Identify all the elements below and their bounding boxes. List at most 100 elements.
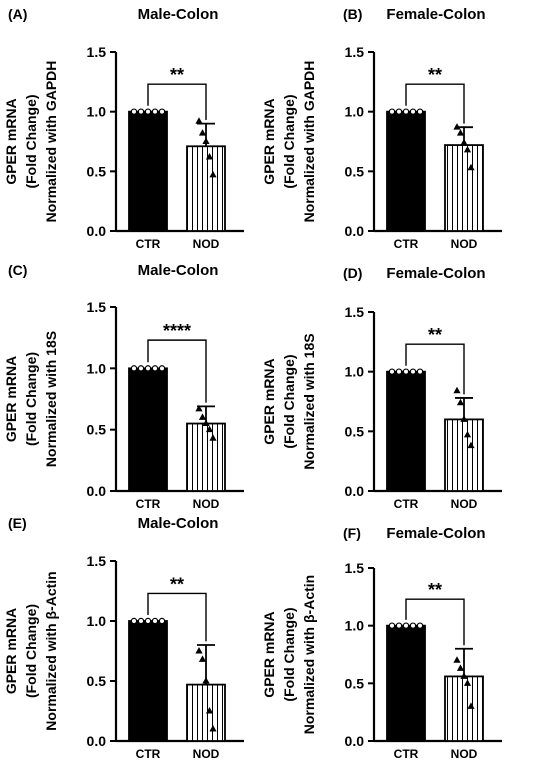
data-point bbox=[202, 137, 210, 144]
data-point bbox=[202, 419, 210, 427]
y-tick-label: 1.5 bbox=[87, 299, 107, 315]
data-point bbox=[137, 365, 145, 372]
y-axis-label: Normalized with GAPDH bbox=[43, 61, 59, 223]
data-point bbox=[205, 707, 214, 714]
data-point bbox=[460, 138, 468, 146]
data-point bbox=[463, 145, 472, 153]
data-point bbox=[151, 617, 159, 625]
significance-label: ** bbox=[170, 65, 184, 85]
chart-title: Male-Colon bbox=[138, 262, 219, 279]
data-point bbox=[198, 413, 207, 420]
data-point bbox=[453, 656, 461, 663]
panel-label: (D) bbox=[343, 265, 362, 281]
y-tick-label: 1.0 bbox=[345, 618, 365, 634]
panel-f: (F) Female-Colon GPER mRNA (Fold Change) Nor… bbox=[261, 525, 502, 761]
significance-bracket bbox=[147, 592, 207, 642]
y-axis-label: Normalized with 18S bbox=[301, 333, 317, 469]
data-point bbox=[205, 153, 214, 160]
y-axis-label: Normalized with GAPDH bbox=[301, 61, 317, 223]
bar-nod bbox=[444, 144, 484, 232]
significance-bracket bbox=[147, 339, 207, 403]
panel-label: (A) bbox=[8, 6, 27, 22]
y-axis-label: Normalized with 18S bbox=[43, 331, 59, 467]
data-point bbox=[130, 365, 138, 372]
data-point bbox=[416, 368, 424, 375]
data-point bbox=[388, 108, 396, 115]
panel-label: (E) bbox=[8, 515, 27, 531]
x-tick-label: NOD bbox=[451, 747, 478, 761]
data-point bbox=[416, 622, 424, 629]
panel-c: (C) Male-Colon GPER mRNA (Fold Change) Norma… bbox=[3, 262, 244, 511]
y-tick-label: 0.5 bbox=[87, 673, 107, 689]
y-tick-label: 1.0 bbox=[345, 364, 365, 380]
y-tick-label: 1.0 bbox=[87, 613, 107, 629]
data-point bbox=[158, 617, 166, 625]
data-point bbox=[144, 617, 152, 625]
y-axis-label: GPER mRNA bbox=[3, 356, 19, 442]
data-point bbox=[467, 441, 475, 449]
bar-ctr bbox=[128, 110, 168, 232]
y-axis-label: (Fold Change) bbox=[281, 354, 297, 448]
y-axis-label: Normalized with β-Actin bbox=[43, 571, 59, 730]
y-axis-label: GPER mRNA bbox=[3, 608, 19, 694]
panel-e: (E) Male-Colon GPER mRNA (Fold Change) Norma… bbox=[3, 515, 244, 761]
bar-nod bbox=[186, 422, 226, 492]
y-tick-label: 1.5 bbox=[87, 553, 107, 569]
y-tick-label: 0.0 bbox=[87, 223, 107, 239]
data-point bbox=[195, 117, 203, 124]
significance-bracket bbox=[405, 343, 465, 395]
data-point bbox=[402, 108, 410, 115]
x-tick-label: NOD bbox=[193, 497, 220, 511]
panel-b: (B) Female-Colon GPER mRNA (Fold Change) Nor… bbox=[261, 6, 502, 251]
data-point bbox=[456, 398, 465, 406]
data-point bbox=[453, 386, 461, 394]
x-tick-label: NOD bbox=[193, 747, 220, 761]
y-axis-label: GPER mRNA bbox=[261, 98, 277, 184]
y-tick-label: 0.5 bbox=[87, 422, 107, 438]
data-point bbox=[195, 647, 203, 654]
data-point bbox=[388, 368, 396, 375]
y-axis-label: (Fold Change) bbox=[281, 607, 297, 701]
data-point bbox=[456, 129, 465, 136]
data-point bbox=[467, 702, 475, 709]
x-tick-label: CTR bbox=[394, 237, 419, 251]
data-point bbox=[144, 108, 152, 115]
y-axis-label: Normalized with β-Actin bbox=[301, 575, 317, 734]
data-point bbox=[209, 170, 217, 178]
data-point bbox=[395, 108, 403, 115]
y-tick-label: 0.5 bbox=[345, 423, 365, 439]
data-point bbox=[205, 425, 214, 433]
chart-title: Male-Colon bbox=[138, 515, 219, 532]
data-point bbox=[416, 108, 424, 115]
panel-label: (B) bbox=[343, 6, 362, 22]
y-axis-label: (Fold Change) bbox=[23, 352, 39, 446]
significance-label: ** bbox=[170, 574, 184, 594]
data-point bbox=[395, 368, 403, 375]
chart-title: Female-Colon bbox=[386, 6, 485, 23]
data-point bbox=[409, 108, 417, 115]
data-point bbox=[130, 108, 138, 115]
data-point bbox=[130, 617, 138, 625]
x-tick-label: CTR bbox=[394, 497, 419, 511]
significance-label: ** bbox=[428, 580, 442, 600]
significance-label: **** bbox=[163, 321, 191, 341]
data-point bbox=[198, 655, 207, 662]
data-point bbox=[195, 404, 203, 412]
y-axis-label: GPER mRNA bbox=[261, 611, 277, 697]
y-tick-label: 0.0 bbox=[87, 483, 107, 499]
data-point bbox=[137, 108, 145, 115]
data-point bbox=[158, 108, 166, 115]
bar-ctr bbox=[386, 370, 426, 492]
x-tick-label: CTR bbox=[136, 237, 161, 251]
y-axis-label: (Fold Change) bbox=[23, 604, 39, 698]
data-point bbox=[409, 622, 417, 629]
data-point bbox=[402, 622, 410, 629]
y-tick-label: 1.5 bbox=[87, 44, 107, 60]
x-tick-label: NOD bbox=[193, 237, 220, 251]
bar-nod bbox=[444, 418, 484, 492]
data-point bbox=[144, 365, 152, 372]
significance-label: ** bbox=[428, 325, 442, 345]
y-tick-label: 1.5 bbox=[345, 304, 365, 320]
data-point bbox=[395, 622, 403, 629]
